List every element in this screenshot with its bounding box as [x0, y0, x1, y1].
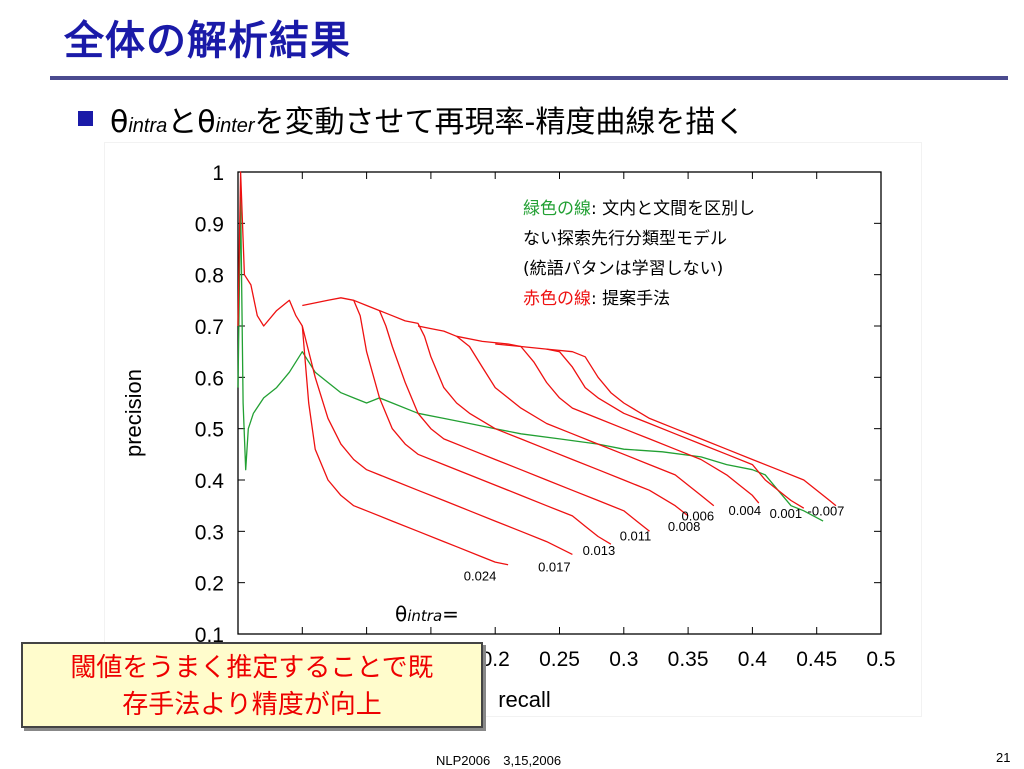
- footer-venue: NLP2006 3,15,2006: [436, 753, 562, 768]
- slide-title: 全体の解析結果: [64, 18, 351, 64]
- legend-green-desc-2: ない探索先行分類型モデル: [523, 228, 727, 249]
- legend-green-label: 緑色の線: [523, 199, 591, 219]
- legend-green-desc: : 文内と文間を区別し: [591, 199, 755, 219]
- x-tick-label: 0.25: [539, 648, 580, 671]
- threshold-label: 0.004: [729, 503, 762, 518]
- threshold-label: 0.013: [583, 543, 616, 558]
- red-series-0.004: [456, 335, 760, 504]
- red-series-0.011: [353, 299, 650, 532]
- y-tick-label: 0.3: [195, 521, 224, 544]
- x-tick-label: 0.45: [796, 648, 837, 671]
- bullet-connector: と: [167, 105, 198, 140]
- bullet-theta-2: θ: [197, 105, 216, 140]
- red-series-0.017: [301, 325, 573, 555]
- page-number: 21: [996, 750, 1011, 765]
- red-series-0.008: [379, 309, 689, 517]
- x-tick-label: 0.35: [668, 648, 709, 671]
- bullet-theta-1: θ: [110, 105, 129, 140]
- x-tick-label: 0.3: [609, 648, 638, 671]
- threshold-label: -0.007: [808, 504, 845, 519]
- y-tick-label: 0.8: [195, 265, 224, 288]
- red-series-0.013: [302, 297, 612, 545]
- threshold-label: 0.024: [464, 569, 497, 584]
- legend-line-1: 緑色の線: 文内と文間を区別し: [523, 199, 755, 219]
- callout-line-1: 閾値をうまく推定することで既: [70, 653, 434, 683]
- bullet-sub-inter: inter: [215, 115, 255, 137]
- title-divider: [50, 76, 1008, 80]
- x-axis-label: recall: [498, 687, 551, 712]
- green-baseline-series: [237, 197, 824, 522]
- legend-line-3: (統語パタンは学習しない): [523, 259, 723, 279]
- y-tick-label: 0.1: [195, 624, 224, 647]
- bullet-sub-intra: intra: [128, 115, 168, 137]
- bullet-rest: を変動させて再現率-精度曲線を描く: [254, 105, 746, 140]
- conclusion-callout: 閾値をうまく推定することで既 存手法より精度が向上: [21, 642, 483, 728]
- red-series-0.001: [495, 343, 805, 509]
- legend-green-desc-3: (統語パタンは学習しない): [523, 259, 723, 279]
- threshold-label: 0.006: [682, 509, 715, 524]
- theta-symbol: θ: [395, 602, 407, 626]
- chart-panel: 0.10.20.30.40.50.60.70.80.9100.050.10.15…: [105, 143, 921, 716]
- theta-equals: =: [442, 602, 459, 626]
- legend-red-label: 赤色の線: [523, 289, 591, 309]
- y-tick-label: 0.4: [195, 470, 225, 493]
- legend-line-2: ない探索先行分類型モデル: [523, 228, 727, 249]
- x-tick-label: 0.2: [481, 648, 510, 671]
- threshold-label: 0.017: [538, 559, 571, 574]
- red-series-0.024: [237, 171, 509, 566]
- legend-red-desc: : 提案手法: [591, 289, 670, 309]
- y-tick-label: 1: [212, 162, 224, 185]
- y-axis-label: precision: [121, 369, 146, 457]
- bullet-square-icon: [78, 111, 93, 126]
- x-tick-label: 0.4: [738, 648, 768, 671]
- y-tick-label: 0.7: [195, 316, 224, 339]
- threshold-label: 0.001: [770, 506, 803, 521]
- y-tick-label: 0.5: [195, 419, 224, 442]
- callout-line-2: 存手法より精度が向上: [122, 690, 382, 720]
- red-series--0.007: [546, 348, 837, 507]
- bullet-line: θintraとθinterを変動させて再現率-精度曲線を描く: [110, 97, 745, 141]
- red-series-0.006: [417, 325, 715, 507]
- y-tick-label: 0.9: [195, 213, 224, 236]
- threshold-label: 0.008: [668, 519, 701, 534]
- theta-intra-label: θintra=: [395, 602, 459, 626]
- y-tick-label: 0.6: [195, 367, 224, 390]
- recall-precision-chart: 0.10.20.30.40.50.60.70.80.9100.050.10.15…: [121, 162, 896, 712]
- legend-line-4: 赤色の線: 提案手法: [523, 289, 670, 309]
- x-tick-label: 0.5: [866, 648, 895, 671]
- threshold-label: 0.011: [620, 528, 652, 543]
- theta-sub-intra: intra: [407, 607, 442, 625]
- y-tick-label: 0.2: [195, 573, 224, 596]
